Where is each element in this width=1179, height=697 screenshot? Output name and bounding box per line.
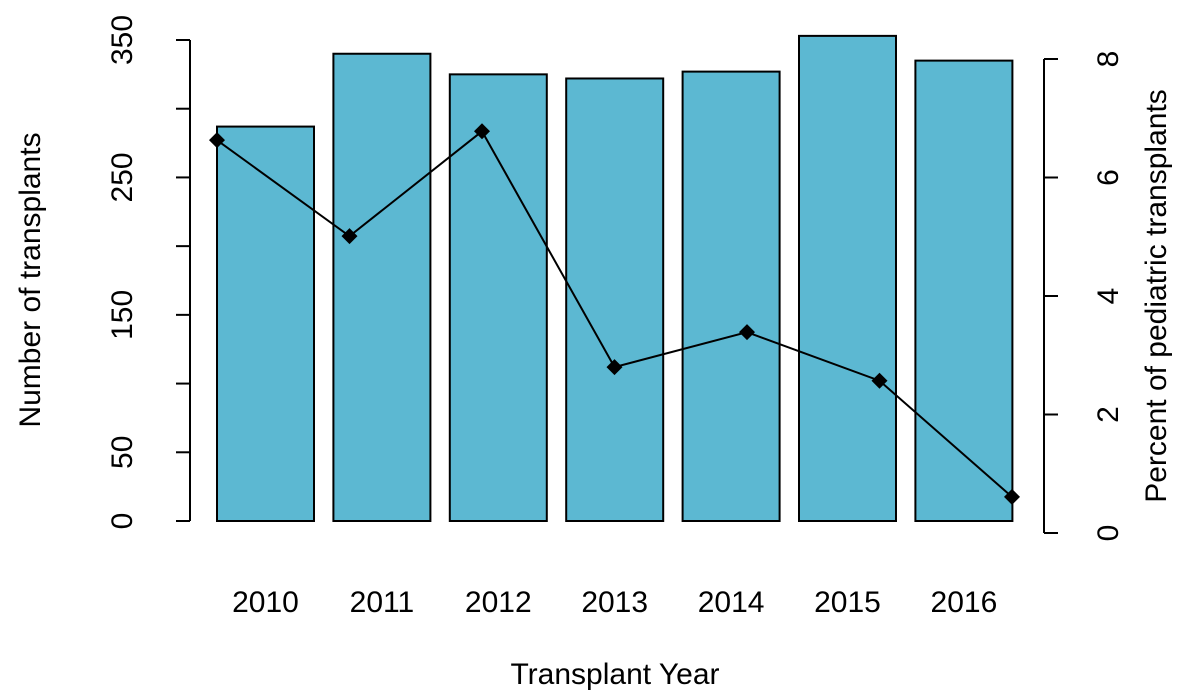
x-tick-label: 2014 xyxy=(698,586,765,619)
y2-tick-label: 4 xyxy=(1092,288,1125,305)
bar xyxy=(798,34,897,523)
x-tick-label: 2010 xyxy=(232,586,299,619)
x-tick-label: 2015 xyxy=(814,586,881,619)
y-axis-title: Number of transplants xyxy=(14,132,47,427)
y-tick-label: 0 xyxy=(106,513,139,530)
y-tick-label: 50 xyxy=(106,436,139,469)
x-tick-label: 2012 xyxy=(465,586,532,619)
point xyxy=(341,228,358,245)
y2-tick-label: 0 xyxy=(1092,525,1125,542)
bar xyxy=(914,59,1014,522)
y-tick-label: 350 xyxy=(106,15,139,65)
y2-axis-title: Percent of pediatric transplants xyxy=(1140,89,1173,503)
point xyxy=(871,372,888,389)
y2-tick-label: 2 xyxy=(1092,406,1125,423)
x-axis-title: Transplant Year xyxy=(510,658,719,691)
point xyxy=(739,324,755,341)
bar xyxy=(332,52,432,522)
x-tick-label: 2016 xyxy=(931,586,998,619)
bar xyxy=(448,73,548,522)
point xyxy=(474,123,490,140)
y2-tick-label: 8 xyxy=(1092,51,1125,68)
y-tick-label: 250 xyxy=(106,152,139,202)
point xyxy=(209,132,225,149)
x-tick-label: 2013 xyxy=(581,586,648,619)
y-tick-label: 150 xyxy=(106,290,139,340)
y2-tick-label: 6 xyxy=(1092,169,1125,186)
bar xyxy=(565,77,665,522)
point xyxy=(1004,488,1020,505)
point xyxy=(606,359,623,376)
bar xyxy=(681,70,781,522)
x-tick-label: 2011 xyxy=(350,586,415,619)
bar xyxy=(216,125,315,523)
